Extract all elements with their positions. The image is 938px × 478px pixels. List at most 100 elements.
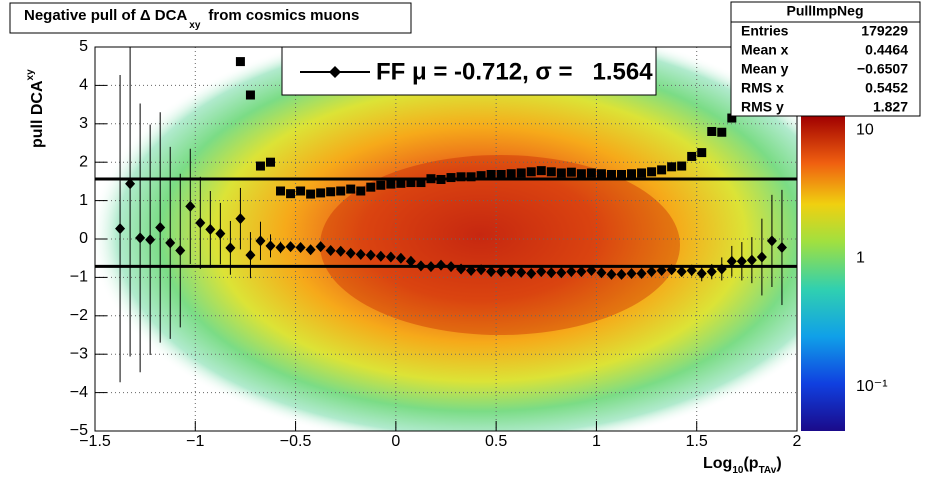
mean-point (395, 252, 406, 264)
mean-point (466, 264, 477, 276)
title-main: Negative pull of Δ DCA (24, 7, 187, 24)
mean-point (145, 234, 156, 246)
x-label-sub: TAv (759, 465, 777, 476)
mean-point (686, 264, 697, 276)
y-tick-label: 2 (79, 153, 88, 170)
sigma-point (556, 168, 566, 178)
stats-value: 0.5452 (865, 80, 908, 96)
sigma-point (727, 113, 737, 123)
sigma-point (316, 188, 326, 198)
mean-point (375, 250, 386, 262)
sigma-point (667, 162, 677, 172)
y-tick-label: −4 (70, 384, 88, 401)
mean-point (636, 268, 647, 280)
y-tick-label: −3 (70, 345, 88, 362)
mean-point (456, 263, 467, 275)
mean-point (185, 200, 196, 212)
mean-point (646, 266, 657, 278)
mean-point (315, 241, 326, 253)
stats-rows: Entries 179229 Mean x 0.4464 Mean y −0.6507 RM… (741, 23, 908, 115)
marks (95, 47, 797, 383)
mean-point (756, 251, 767, 263)
y-tick-label: −2 (70, 307, 88, 324)
sigma-point (306, 189, 316, 199)
mean-point (275, 241, 286, 253)
sigma-point (617, 169, 626, 179)
sigma-point (657, 165, 667, 175)
sigma-point (326, 187, 336, 197)
sigma-point (235, 57, 245, 67)
y-tick-label: 5 (79, 38, 88, 55)
sigma-point (576, 169, 586, 179)
sigma-point (356, 186, 366, 196)
sigma-point (506, 169, 516, 179)
mean-point (616, 268, 627, 280)
y-tick-label: 0 (79, 230, 88, 247)
title-box (9, 2, 412, 34)
mean-point (265, 240, 276, 252)
mean-point (115, 223, 126, 235)
mean-point (606, 268, 617, 280)
mean-point (536, 266, 547, 278)
y-axis-label: pull DCAxy (25, 69, 47, 148)
sigma-point (546, 167, 556, 177)
mean-point (255, 235, 266, 247)
sigma-point (486, 169, 496, 179)
legend-marker (329, 66, 341, 78)
sigma-point (697, 148, 707, 158)
mean-point (215, 228, 226, 240)
sigma-point (296, 186, 306, 196)
mean-point (676, 266, 687, 278)
stats-title: PullImpNeg (786, 3, 863, 19)
x-label-p: (p (743, 455, 758, 472)
sigma-point (717, 127, 727, 137)
mean-point (295, 241, 306, 253)
x-tick-label: 1.5 (686, 433, 708, 450)
mean-point (556, 267, 567, 279)
sigma-point (336, 186, 346, 196)
color-bar (801, 116, 845, 431)
sigma-point (687, 151, 697, 161)
mean-point (566, 266, 577, 278)
mean-point (285, 241, 296, 253)
stats-value: −0.6507 (857, 61, 908, 77)
sigma-point (346, 184, 356, 194)
mean-point (125, 178, 136, 190)
mean-point (546, 267, 557, 279)
z-tick-label: 1 (856, 250, 865, 267)
mean-point (345, 247, 356, 259)
chart-title: Negative pull of Δ DCAxy from cosmics muo… (24, 7, 359, 31)
mean-point (506, 266, 517, 278)
heatmap (95, 47, 797, 431)
sigma-point (456, 172, 466, 182)
sigma-point (446, 173, 456, 183)
mean-point (496, 266, 507, 278)
mean-point (736, 255, 747, 267)
mean-point (335, 245, 346, 257)
sigma-point (436, 174, 446, 184)
sigma-point (376, 180, 386, 190)
axes: −1.5 −1 −0.5 0 0.5 1 1.5 2 −5 −4 −3 −2 −1 0 1 2 3 4 5 10⁻¹ 1… (70, 38, 888, 450)
x-label-base: 10 (732, 465, 744, 476)
mean-point (696, 268, 707, 280)
sigma-point (606, 169, 616, 179)
x-axis-label: Log10(pTAv) (703, 455, 782, 475)
mean-point (225, 242, 236, 254)
stats-key: Mean y (741, 61, 789, 77)
legend-label: FF μ = -0.712, σ = 1.564 (376, 58, 653, 85)
y-label-sub: xy (25, 69, 36, 81)
sigma-point (255, 161, 265, 171)
sigma-point (627, 169, 637, 179)
mean-point (175, 245, 186, 257)
x-tick-label: 0 (391, 433, 400, 450)
sigma-point (566, 167, 576, 177)
mean-point (355, 248, 366, 260)
sigma-point (647, 167, 657, 177)
mean-point (365, 249, 376, 261)
sigma-point (516, 168, 526, 178)
x-tick-label: 1 (592, 433, 601, 450)
mean-point (656, 264, 667, 276)
title-end: from cosmics muons (208, 7, 359, 24)
sigma-point (426, 174, 436, 184)
